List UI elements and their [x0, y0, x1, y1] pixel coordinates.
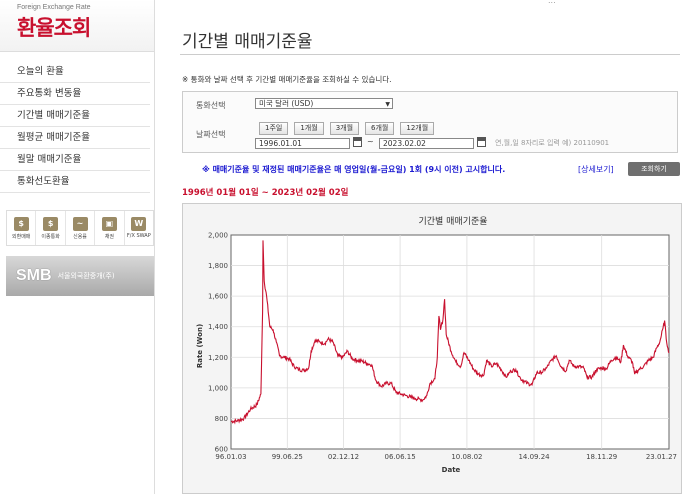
sidebar: Foreign Exchange Rate 환율조회 오늘의 환율 주요통화 변…: [0, 0, 155, 494]
smb-company-name: 서울외국환중개(주): [57, 272, 115, 280]
currency-selected-value: 미국 달러 (USD): [259, 99, 314, 108]
y-tick-label: 1,400: [208, 323, 228, 331]
date-range-display: 1996년 01월 01일 ~ 2023년 02월 02일: [182, 188, 349, 198]
period-12month-button[interactable]: 12개월: [400, 122, 435, 135]
search-button[interactable]: 조회하기: [628, 162, 680, 176]
brand-title: 환율조회: [17, 16, 91, 40]
y-tick-label: 1,600: [208, 293, 228, 301]
smb-banner[interactable]: SMB 서울외국환중개(주): [6, 256, 154, 296]
plot-area: [230, 234, 670, 450]
currency-label: 통화선택: [196, 101, 226, 110]
notice-text: ※ 통화와 날짜 선택 후 기간별 매매기준율을 조회하실 수 있습니다.: [182, 75, 392, 84]
detail-link[interactable]: [상세보기]: [578, 165, 614, 174]
y-tick-label: 600: [215, 446, 228, 454]
chart-x-axis-label: Date: [442, 466, 461, 474]
sidebar-item-major-currency-change[interactable]: 주요통화 변동율: [0, 83, 150, 105]
quick-link-label: 이종통화: [41, 233, 60, 240]
period-6month-button[interactable]: 6개월: [365, 122, 395, 135]
quick-link-label: F/X SWAP: [126, 233, 151, 239]
quick-link-label: 신용률: [73, 233, 87, 240]
calendar-icon[interactable]: [477, 137, 486, 147]
publish-notice: ※ 매매기준율 및 재정된 매매기준율은 매 영업일(월-금요일) 1회 (9시…: [202, 165, 506, 174]
quick-links: $ 외환매매 $ 이종통화 ~ 신용률 ▣ 채권 W F/X SWAP: [6, 210, 154, 246]
line-chart-icon: ~: [72, 216, 88, 231]
chevron-down-icon: ▼: [385, 101, 390, 108]
won-icon: W: [131, 217, 147, 231]
search-button-label: 조회하기: [641, 165, 667, 173]
x-tick-label: 06.06.15: [384, 453, 415, 461]
rate-chart-svg: 기간별 매매기준율 Date Rate (Won) 600 800 1,000 1,2…: [196, 216, 677, 474]
x-tick-label: 14.09.24: [518, 453, 550, 461]
bond-document-icon: ▣: [101, 216, 117, 231]
title-divider: [180, 54, 680, 55]
currency-select[interactable]: 미국 달러 (USD) ▼: [255, 98, 393, 109]
quick-link-bond[interactable]: ▣ 채권: [95, 211, 125, 245]
period-1month-button[interactable]: 1개월: [294, 122, 324, 135]
sidebar-menu: 오늘의 환율 주요통화 변동율 기간별 매매기준율 월평균 매매기준율 월말 매…: [0, 61, 154, 193]
quick-link-credit-rate[interactable]: ~ 신용률: [66, 211, 96, 245]
quick-link-label: 외환매매: [12, 233, 31, 240]
y-tick-label: 800: [215, 415, 228, 423]
sidebar-item-period-rate[interactable]: 기간별 매매기준율: [0, 105, 150, 127]
search-form: 통화선택 미국 달러 (USD) ▼ 날짜선택 1주일 1개월 3개월 6개월 …: [182, 91, 678, 153]
smb-logo: SMB: [16, 267, 52, 284]
chart-title: 기간별 매매기준율: [418, 216, 487, 227]
sidebar-item-monthly-average-rate[interactable]: 월평균 매매기준율: [0, 127, 150, 149]
start-date-input[interactable]: 1996.01.01: [255, 138, 350, 149]
y-tick-label: 1,800: [208, 262, 228, 270]
period-1week-button[interactable]: 1주일: [259, 122, 289, 135]
page-title: 기간별 매매기준율: [182, 32, 313, 52]
period-3month-button[interactable]: 3개월: [329, 122, 360, 135]
top-utility-links[interactable]: ...: [548, 0, 556, 5]
date-format-hint: 연,월,일 8자리로 입력 예) 20110901: [495, 139, 610, 147]
quick-link-label: 채권: [104, 233, 115, 240]
calendar-icon[interactable]: [353, 137, 362, 147]
x-tick-label: 23.01.27: [646, 453, 677, 461]
sidebar-item-forward-rate[interactable]: 통화선도환율: [0, 171, 150, 193]
x-tick-label: 99.06.25: [272, 453, 303, 461]
brand: Foreign Exchange Rate 환율조회: [0, 0, 154, 52]
rate-chart: 기간별 매매기준율 Date Rate (Won) 600 800 1,000 1,2…: [182, 203, 682, 494]
date-label: 날짜선택: [196, 130, 226, 139]
x-tick-label: 96.01.03: [215, 453, 246, 461]
sidebar-item-today-rate[interactable]: 오늘의 환율: [0, 61, 150, 83]
sidebar-item-month-end-rate[interactable]: 월말 매매기준율: [0, 149, 150, 171]
quick-link-cross-currency[interactable]: $ 이종통화: [36, 211, 66, 245]
period-buttons: 1주일 1개월 3개월 6개월 12개월: [259, 122, 435, 135]
chart-y-axis-label: Rate (Won): [196, 324, 204, 368]
currency-exchange-icon: $: [43, 216, 59, 231]
y-tick-label: 1,200: [208, 354, 228, 362]
dollar-icon: $: [13, 216, 29, 231]
x-tick-label: 02.12.12: [328, 453, 359, 461]
quick-link-fx-trade[interactable]: $ 외환매매: [7, 211, 37, 245]
end-date-input[interactable]: 2023.02.02: [379, 138, 474, 149]
x-tick-label: 10.08.02: [451, 453, 482, 461]
y-tick-label: 1,000: [208, 384, 228, 392]
brand-subtitle: Foreign Exchange Rate: [17, 4, 91, 11]
y-tick-label: 2,000: [208, 232, 228, 240]
series-line-usd-rate: [231, 240, 670, 425]
quick-link-fx-swap[interactable]: W F/X SWAP: [125, 211, 153, 245]
x-tick-label: 18.11.29: [586, 453, 617, 461]
date-range-separator: ~: [367, 137, 374, 146]
